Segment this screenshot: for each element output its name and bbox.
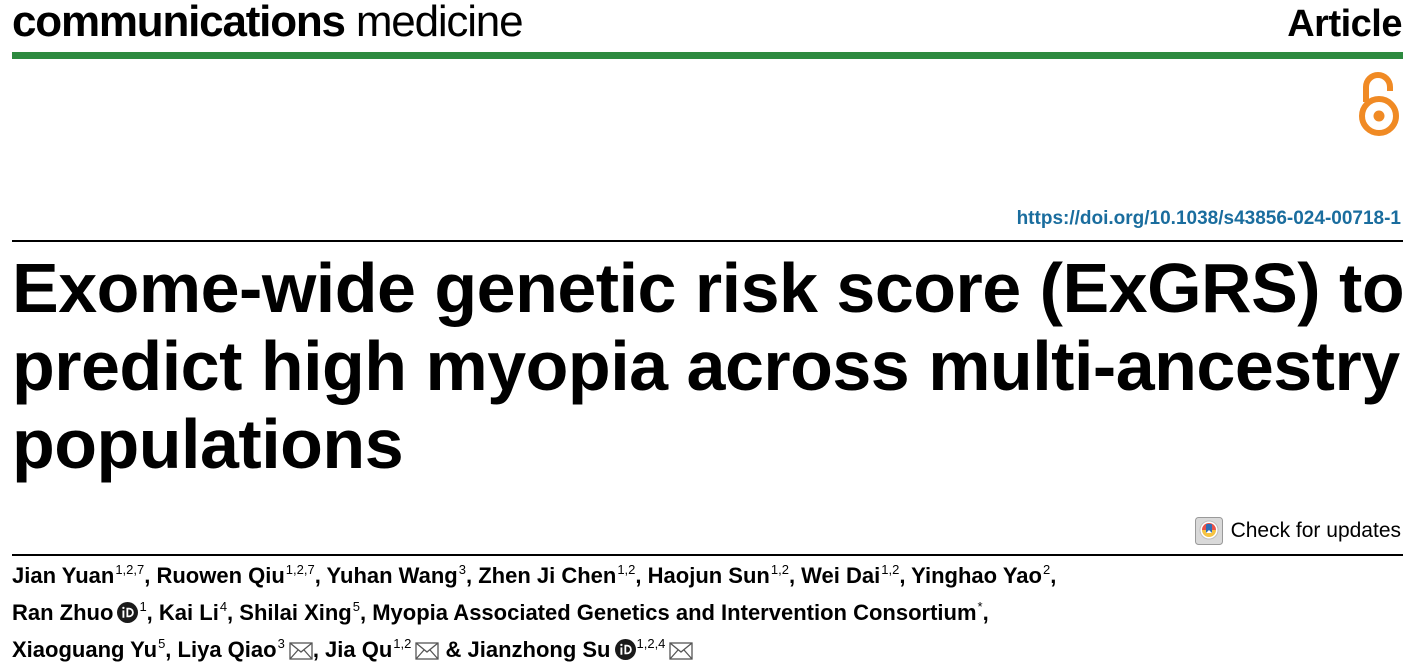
author[interactable]: Ran Zhuo 1 <box>12 599 147 625</box>
journal-name-regular: medicine <box>355 0 524 46</box>
author-list: Jian Yuan1,2,7, Ruowen Qiu1,2,7, Yuhan W… <box>12 559 1407 670</box>
email-icon[interactable] <box>669 642 694 660</box>
author-line: Xiaoguang Yu5, Liya Qiao3, Jia Qu1,2 & J… <box>12 633 1407 670</box>
authors-top-rule <box>12 554 1403 556</box>
author[interactable]: Jian Yuan1,2,7 <box>12 562 145 588</box>
author-line: Ran Zhuo 1, Kai Li4, Shilai Xing5, Myopia… <box>12 599 989 625</box>
orcid-icon[interactable] <box>117 602 139 623</box>
author[interactable]: Yinghao Yao2 <box>911 562 1051 588</box>
doi-link[interactable]: https://doi.org/10.1038/s43856-024-00718… <box>1016 208 1401 229</box>
author[interactable]: Jia Qu1,2 <box>325 636 440 662</box>
author[interactable]: Zhen Ji Chen1,2 <box>478 562 636 588</box>
author-line: Jian Yuan1,2,7, Ruowen Qiu1,2,7, Yuhan W… <box>12 562 1057 588</box>
check-for-updates-label: Check for updates <box>1230 519 1401 542</box>
title-line: populations <box>12 405 404 483</box>
author[interactable]: Myopia Associated Genetics and Intervent… <box>372 599 983 625</box>
open-access-lock-icon <box>1359 72 1399 136</box>
crossmark-icon <box>1194 517 1223 545</box>
author[interactable]: Wei Dai1,2 <box>801 562 900 588</box>
email-icon[interactable] <box>415 642 440 660</box>
email-icon[interactable] <box>289 642 313 660</box>
header-green-rule <box>12 52 1403 59</box>
orcid-icon[interactable] <box>614 639 636 660</box>
author[interactable]: Haojun Sun1,2 <box>647 562 789 588</box>
author[interactable]: Ruowen Qiu1,2,7 <box>156 562 315 588</box>
author[interactable]: Liya Qiao3 <box>178 636 313 662</box>
journal-name-bold: communications <box>12 0 346 46</box>
check-for-updates-button[interactable]: Check for updates <box>1194 516 1401 546</box>
article-type-label: Article <box>1287 3 1402 45</box>
title-top-rule <box>12 240 1403 242</box>
author[interactable]: Yuhan Wang3 <box>326 562 466 588</box>
author[interactable]: Shilai Xing5 <box>239 599 360 625</box>
title-line: predict high myopia across multi-ancestr… <box>12 327 1400 405</box>
journal-name: communications medicine <box>12 0 524 46</box>
title-line: Exome-wide genetic risk score (ExGRS) to <box>12 249 1405 327</box>
author[interactable]: Kai Li4 <box>158 599 228 625</box>
author[interactable]: Jianzhong Su 1,2,4 <box>468 636 694 662</box>
author[interactable]: Xiaoguang Yu5 <box>12 636 166 662</box>
article-title: Exome-wide genetic risk score (ExGRS) to… <box>12 249 1412 483</box>
